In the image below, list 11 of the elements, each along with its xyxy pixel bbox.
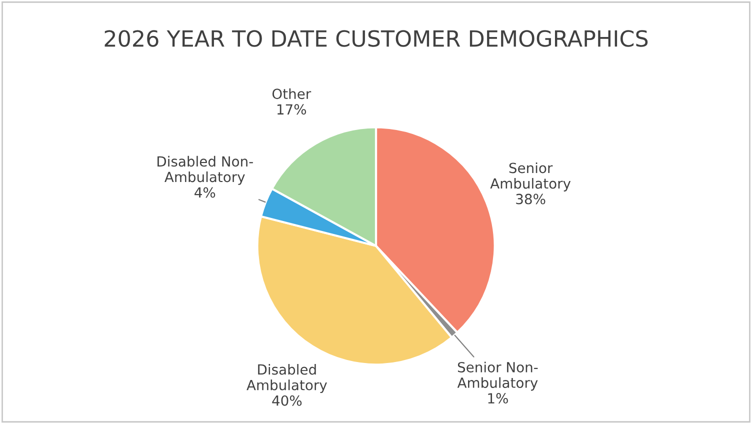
data-label: 38%	[516, 194, 546, 204]
slice-label: Disabled Ambulatory	[246, 364, 327, 393]
slice-label: Other	[272, 88, 312, 100]
slice-label: Disabled Non-Ambulatory	[158, 156, 253, 185]
data-label: 40%	[272, 395, 302, 406]
chart-title: 2026 YEAR TO DATE CUSTOMER DEMOGRAPHICS	[104, 30, 648, 47]
data-label: 17%	[277, 104, 306, 115]
data-label: 4%	[194, 187, 216, 198]
slice-label: Senior Ambulatory	[490, 162, 571, 192]
slice-label: Senior Non-Ambulatory	[457, 362, 538, 391]
data-label: 1%	[488, 393, 508, 404]
